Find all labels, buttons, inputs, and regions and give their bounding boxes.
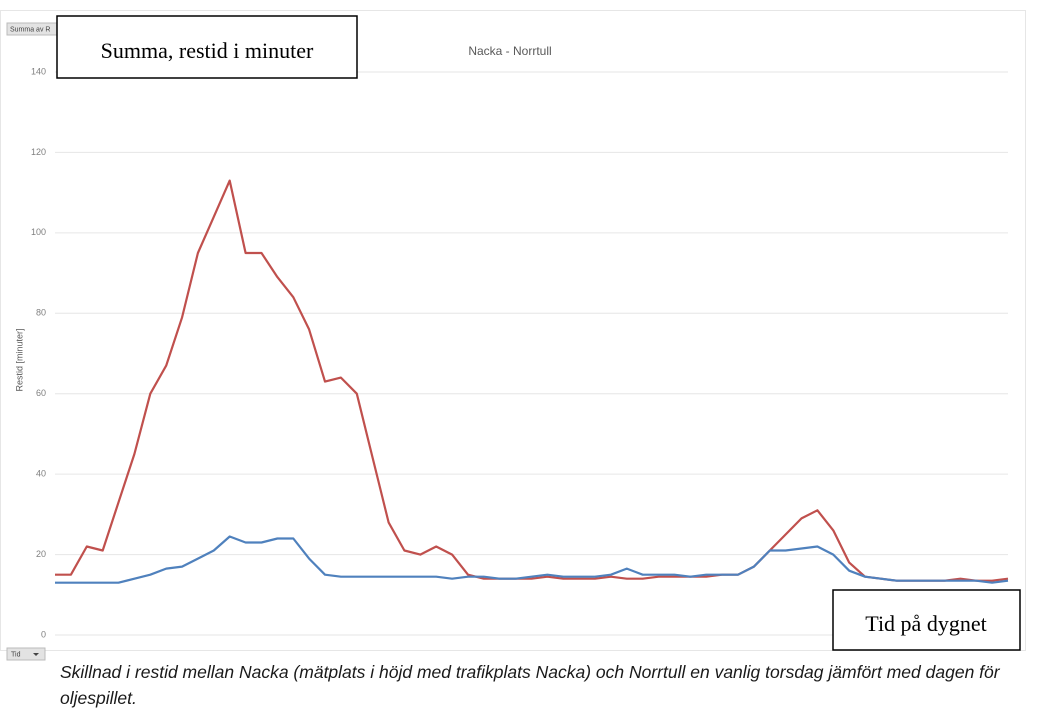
field-button-label: Summa av R [10, 26, 50, 33]
field-button-label: Tid [11, 651, 21, 658]
y-tick-label: 40 [36, 469, 46, 479]
annotation-box [56, 15, 358, 79]
y-tick-label: 20 [36, 549, 46, 559]
y-tick-label: 140 [31, 66, 46, 76]
annotation: Summa, restid i minuter [101, 38, 314, 63]
y-axis-label: Restid [minuter] [14, 328, 24, 391]
y-tick-label: 60 [36, 388, 46, 398]
annotation: Tid på dygnet [865, 611, 986, 636]
y-tick-label: 80 [36, 308, 46, 318]
caption: Skillnad i restid mellan Nacka (mätplats… [60, 662, 1000, 708]
y-tick-label: 0 [41, 629, 46, 639]
annotation-box [832, 589, 1021, 651]
chart-title: Nacka - Norrtull [468, 44, 551, 58]
field-button[interactable] [6, 647, 46, 661]
line-series [55, 535, 1009, 584]
line-series [55, 179, 1009, 582]
y-tick-label: 120 [31, 147, 46, 157]
y-tick-label: 100 [31, 227, 46, 237]
chart-area [0, 10, 1026, 651]
dropdown-arrow [33, 653, 39, 656]
